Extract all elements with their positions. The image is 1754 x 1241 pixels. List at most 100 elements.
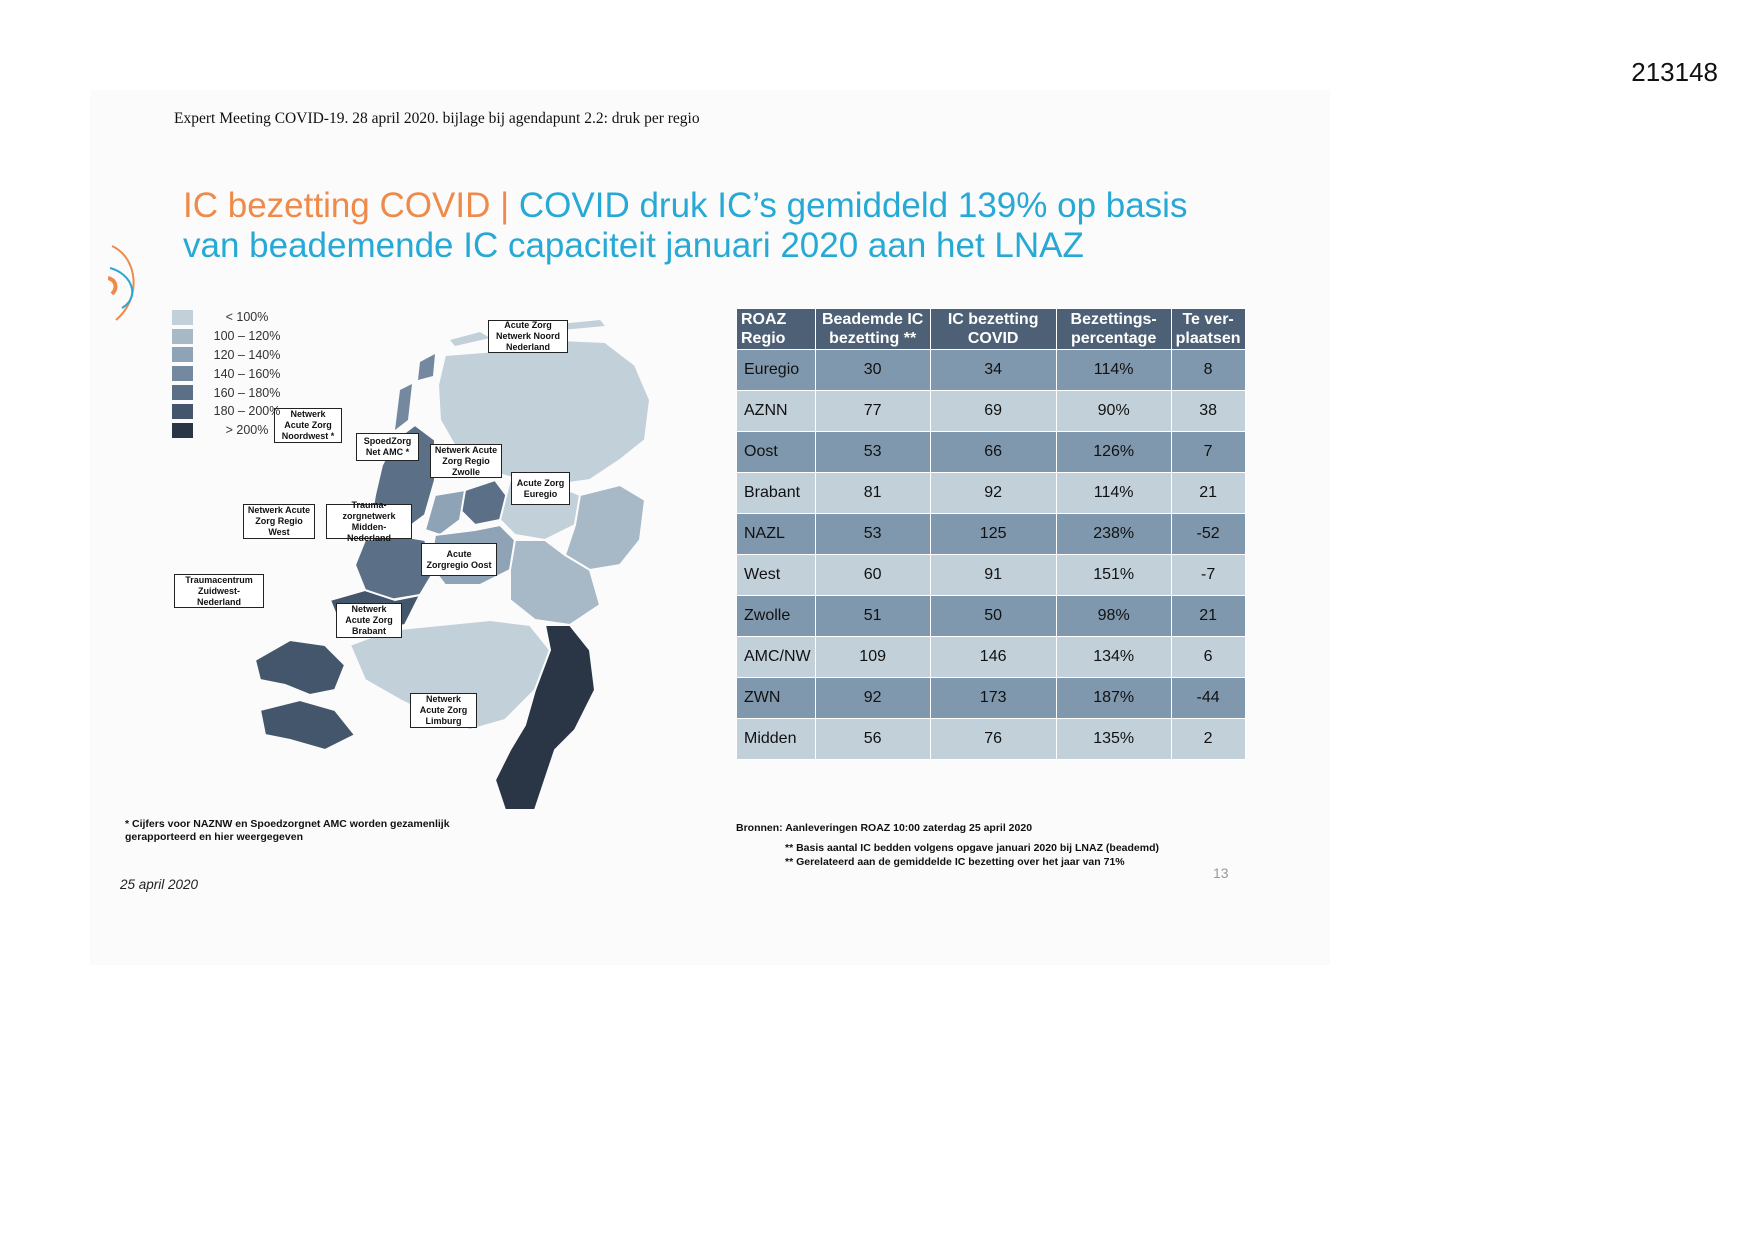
table-row: Oost 53 66 126% 7 [736, 431, 1246, 473]
legend-item: 180 – 200% [172, 402, 287, 421]
legend-item: < 100% [172, 308, 287, 327]
table-row: Euregio 30 34 114% 8 [736, 349, 1246, 391]
table-cell: 109 [814, 636, 931, 678]
map-legend: < 100% 100 – 120% 120 – 140% 140 – 160% 160 … [172, 308, 287, 440]
notes: ** Basis aantal IC bedden volgens opgave… [785, 842, 1159, 869]
table-cell: 126% [1055, 431, 1172, 473]
table-cell: West [736, 554, 816, 596]
table-cell: 38 [1170, 390, 1246, 432]
table-cell: 21 [1170, 472, 1246, 514]
table-cell: Euregio [736, 349, 816, 391]
table-cell: 135% [1055, 718, 1172, 760]
legend-swatch [172, 403, 193, 419]
legend-swatch [172, 328, 193, 344]
table-cell: -7 [1170, 554, 1246, 596]
table-cell: 7 [1170, 431, 1246, 473]
table-cell: 146 [929, 636, 1057, 678]
table-cell: 30 [814, 349, 931, 391]
legend-item: 100 – 120% [172, 327, 287, 346]
note-1: ** Basis aantal IC bedden volgens opgave… [785, 842, 1160, 854]
legend-label: > 200% [225, 423, 269, 438]
table-cell: -44 [1170, 677, 1246, 719]
table-row: AZNN 77 69 90% 38 [736, 390, 1246, 432]
table-cell: Zwolle [736, 595, 816, 637]
table-cell: 76 [929, 718, 1057, 760]
legend-item: > 200% [172, 421, 287, 440]
map-label-brabant: Netwerk Acute Zorg Brabant [336, 603, 402, 638]
page-number: 13 [1213, 865, 1229, 881]
table-row: Midden 56 76 135% 2 [736, 718, 1246, 760]
netherlands-map [253, 320, 652, 811]
table-cell: 6 [1170, 636, 1246, 678]
map-footnote: * Cijfers voor NAZNW en Spoedzorgnet AMC… [125, 818, 450, 843]
legend-label: 120 – 140% [213, 347, 281, 362]
map-label-zuidwest: Traumacentrum Zuidwest-Nederland [174, 574, 264, 608]
legend-label: 100 – 120% [213, 329, 281, 344]
table-row: Brabant 81 92 114% 21 [736, 472, 1246, 514]
map-label-midden: Trauma-zorgnetwerk Midden-Nederland [326, 500, 412, 543]
table-cell: 92 [929, 472, 1057, 514]
table-row: NAZL 53 125 238% -52 [736, 513, 1246, 555]
slide-date: 25 april 2020 [120, 877, 199, 892]
table-cell: 69 [929, 390, 1057, 432]
table-cell: 56 [814, 718, 931, 760]
map-region-amc [423, 488, 467, 537]
legend-swatch [172, 347, 193, 363]
table-cell: Midden [736, 718, 816, 760]
map-label-zwolle: Netwerk Acute Zorg Regio Zwolle [430, 444, 502, 478]
table-cell: 66 [929, 431, 1057, 473]
table-cell: 92 [814, 677, 931, 719]
legend-swatch [172, 366, 193, 382]
document-id: 213148 [1631, 57, 1718, 87]
map-label-oost: Acute Zorgregio Oost [421, 543, 497, 576]
header-regio: ROAZ Regio [736, 308, 816, 350]
header-percentage: Bezettings-percentage [1055, 308, 1172, 350]
legend-item: 140 – 160% [172, 364, 287, 383]
table-cell: AMC/NW [736, 636, 816, 678]
legend-swatch [172, 385, 193, 401]
table-cell: Oost [736, 431, 816, 473]
map-region-euregio [563, 483, 647, 572]
table-cell: 53 [814, 431, 931, 473]
header-beademde: Beademde IC bezetting ** [814, 308, 931, 350]
table-cell: 125 [929, 513, 1057, 555]
table-cell: 2 [1170, 718, 1246, 760]
legend-label: 160 – 180% [213, 385, 281, 400]
table-cell: 238% [1055, 513, 1172, 555]
header-ic-covid: IC bezetting COVID [929, 308, 1057, 350]
table-cell: 53 [814, 513, 931, 555]
slide-title: IC bezetting COVID | COVID druk IC’s gem… [183, 186, 1233, 266]
table-cell: 114% [1055, 472, 1172, 514]
table-cell: 151% [1055, 554, 1172, 596]
title-part-1: IC bezetting COVID | [183, 186, 519, 225]
map-label-amc: SpoedZorg Net AMC * [356, 433, 419, 461]
table-cell: 98% [1055, 595, 1172, 637]
table-cell: 81 [814, 472, 931, 514]
table-cell: 90% [1055, 390, 1172, 432]
table-cell: AZNN [736, 390, 816, 432]
legend-swatch [172, 309, 193, 325]
ic-occupancy-table: ROAZ Regio Beademde IC bezetting ** IC b… [736, 308, 1246, 760]
map-label-west: Netwerk Acute Zorg Regio West [243, 504, 315, 539]
table-row: Zwolle 51 50 98% 21 [736, 595, 1246, 637]
legend-label: 180 – 200% [213, 404, 281, 419]
table-cell: 60 [814, 554, 931, 596]
table-cell: 173 [929, 677, 1057, 719]
table-row: West 60 91 151% -7 [736, 554, 1246, 596]
map-label-noord: Acute Zorg Netwerk Noord Nederland [488, 320, 568, 353]
map-region-zeeland [253, 638, 347, 697]
note-2: ** Gerelateerd aan de gemiddelde IC beze… [785, 855, 1125, 868]
table-row: ZWN 92 173 187% -44 [736, 677, 1246, 719]
table-cell: 187% [1055, 677, 1172, 719]
map-label-limburg: Netwerk Acute Zorg Limburg [410, 693, 477, 728]
map-region-limburg [493, 624, 597, 811]
table-cell: ZWN [736, 677, 816, 719]
table-cell: 50 [929, 595, 1057, 637]
legend-swatch [172, 422, 193, 438]
map-label-noordwest: Netwerk Acute Zorg Noordwest * [274, 408, 342, 443]
table-cell: 21 [1170, 595, 1246, 637]
table-cell: 8 [1170, 349, 1246, 391]
title-part-2: COVID druk IC’s gemiddeld 139% op basis … [183, 186, 1188, 265]
caption: Expert Meeting COVID-19. 28 april 2020. … [174, 110, 700, 127]
slide: Expert Meeting COVID-19. 28 april 2020. … [90, 90, 1330, 965]
